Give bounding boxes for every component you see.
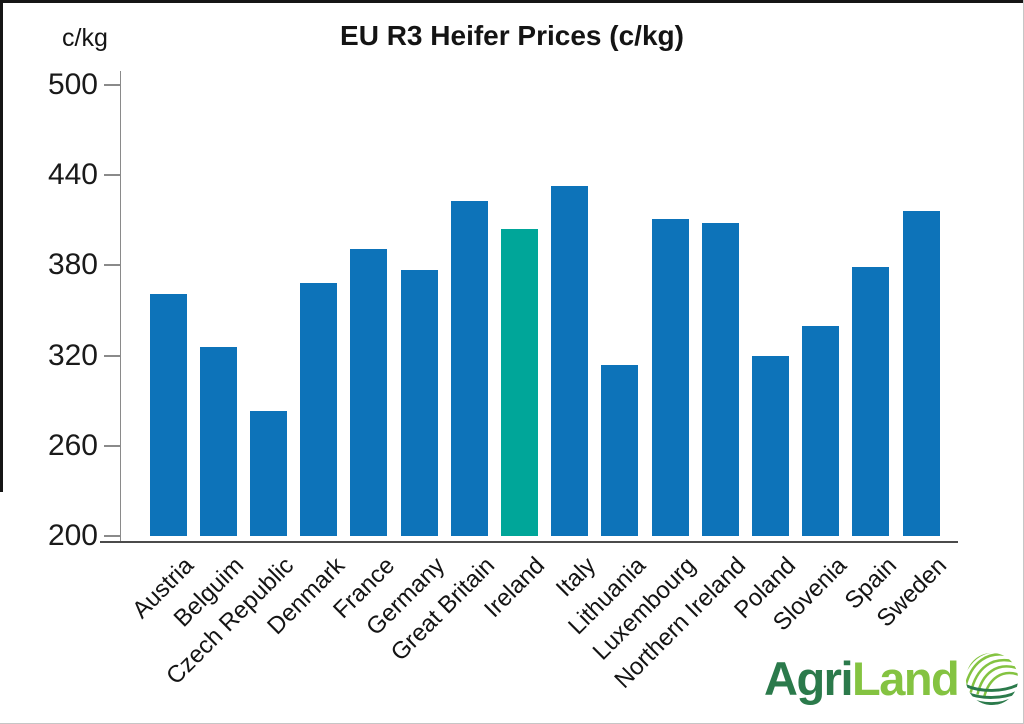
y-tick-mark-500 — [104, 84, 121, 86]
bar-czech-republic — [249, 411, 287, 536]
bar-luxembourg — [651, 218, 689, 536]
y-tick-label-500: 500 — [47, 68, 98, 101]
y-tick-mark-440 — [104, 174, 121, 177]
bar-germany — [400, 269, 438, 536]
bar-great-britain — [450, 200, 488, 536]
chart-title: EU R3 Heifer Prices (c/kg) — [340, 20, 684, 51]
bar-france — [350, 248, 388, 536]
y-tick-label-260: 260 — [47, 428, 98, 462]
bar-ireland — [500, 229, 538, 536]
bar-lithuania — [601, 364, 639, 536]
y-tick-mark-320 — [104, 354, 121, 357]
frame-top-border — [0, 0, 1024, 3]
y-tick-mark-260 — [104, 444, 121, 447]
y-tick-label-320: 320 — [47, 338, 98, 372]
bar-sweden — [902, 211, 940, 536]
frame-left-border — [0, 0, 3, 492]
bar-northern-ireland — [701, 223, 739, 536]
bar-poland — [751, 355, 789, 536]
bar-spain — [852, 266, 890, 536]
y-tick-mark-380 — [104, 264, 121, 267]
bar-denmark — [300, 283, 338, 536]
y-tick-label-380: 380 — [47, 248, 98, 282]
logo-text-agri: Agri — [764, 652, 854, 705]
logo-text-land: Land — [852, 652, 960, 705]
x-axis-line — [100, 541, 958, 543]
y-tick-mark-200 — [104, 535, 121, 537]
bar-belguim — [199, 346, 237, 536]
bar-slovenia — [802, 325, 840, 536]
agriland-globe-icon — [966, 652, 1019, 706]
y-axis-unit-label: c/kg — [62, 24, 108, 52]
y-tick-label-200: 200 — [47, 519, 98, 552]
y-axis-line — [120, 71, 121, 542]
bar-italy — [551, 185, 589, 536]
agriland-logo: Agri Land — [764, 650, 1021, 708]
y-tick-label-440: 440 — [47, 158, 98, 192]
bar-austria — [149, 293, 187, 536]
